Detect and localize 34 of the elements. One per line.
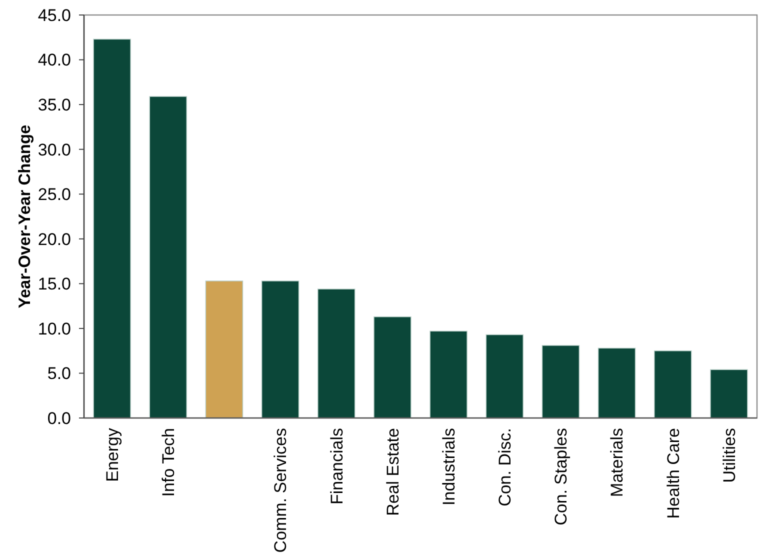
y-tick-label: 10.0 bbox=[38, 319, 71, 338]
x-tick-label: Info Tech bbox=[159, 428, 178, 497]
bar bbox=[430, 330, 468, 418]
x-tick-label: Financials bbox=[327, 428, 346, 505]
bar bbox=[598, 348, 636, 418]
x-tick-label: Health Care bbox=[664, 428, 683, 519]
y-axis-title: Year-Over-Year Change bbox=[16, 124, 34, 308]
x-tick-label: Utilities bbox=[720, 428, 739, 483]
bar bbox=[486, 334, 524, 418]
bar bbox=[205, 280, 244, 418]
bar bbox=[93, 38, 131, 418]
bar bbox=[317, 288, 356, 418]
y-tick-label: 25.0 bbox=[38, 185, 71, 204]
bar bbox=[654, 350, 692, 418]
y-tick-label: 5.0 bbox=[47, 364, 71, 384]
x-tick-label: Comm. Services bbox=[271, 428, 290, 553]
bar bbox=[374, 316, 412, 418]
x-tick-label: Con. Staples bbox=[552, 428, 571, 526]
bar bbox=[710, 369, 748, 418]
x-tick-label: Energy bbox=[102, 428, 122, 482]
y-tick-label: 15.0 bbox=[38, 274, 71, 294]
y-tick-label: 35.0 bbox=[38, 96, 71, 115]
bar bbox=[261, 280, 300, 418]
y-tick-label: 45.0 bbox=[38, 6, 71, 25]
x-tick-label: Con. Disc. bbox=[496, 428, 515, 506]
bar bbox=[149, 96, 188, 418]
x-tick-label: Industrials bbox=[439, 428, 458, 506]
y-tick-label: 20.0 bbox=[38, 230, 71, 249]
y-tick-label: 40.0 bbox=[38, 50, 71, 70]
x-tick-label: Materials bbox=[608, 428, 627, 497]
bar bbox=[542, 345, 580, 418]
y-tick-label: 0.0 bbox=[47, 408, 71, 428]
x-tick-label: Real Estate bbox=[383, 428, 402, 516]
y-tick-label: 30.0 bbox=[38, 140, 71, 160]
